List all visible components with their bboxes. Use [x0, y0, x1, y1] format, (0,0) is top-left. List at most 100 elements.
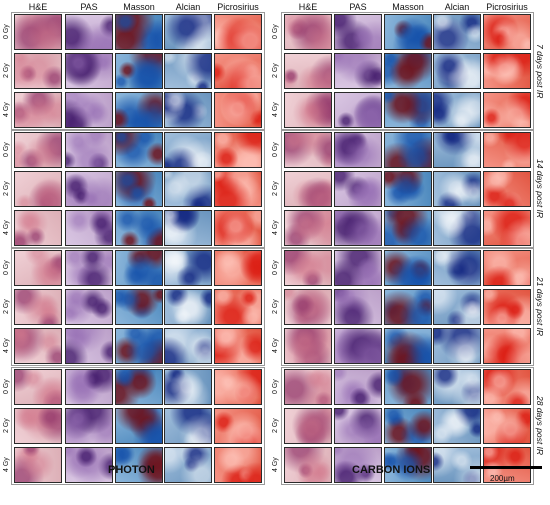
dose-label-1: 2 Gy: [3, 181, 10, 197]
dose-label-1: 2 Gy: [272, 181, 279, 197]
group-label-photon: PHOTON: [108, 464, 155, 476]
dose-label-0: 0 Gy: [3, 142, 10, 158]
dose-label-1: 2 Gy: [3, 418, 10, 434]
block-frame: [281, 12, 534, 130]
dose-label-0: 0 Gy: [3, 24, 10, 40]
micrograph-panel: [214, 171, 262, 207]
micrograph-panel: [214, 14, 262, 50]
block-frame: [281, 130, 534, 248]
micrograph-panel: [483, 14, 531, 50]
timepoint-label-0: 7 days post IR: [535, 43, 545, 99]
dose-label-0: 0 Gy: [272, 379, 279, 395]
micrograph-panel: [214, 289, 262, 325]
dose-label-0: 0 Gy: [272, 24, 279, 40]
micrograph-panel: [115, 132, 163, 168]
micrograph-panel: [384, 250, 432, 286]
group-label-carbon: CARBON IONS: [352, 464, 431, 476]
micrograph-panel: [14, 328, 62, 364]
micrograph-panel: [483, 171, 531, 207]
micrograph-panel: [284, 14, 332, 50]
micrograph-panel: [483, 250, 531, 286]
micrograph-panel: [65, 53, 113, 89]
micrograph-panel: [214, 250, 262, 286]
micrograph-panel: [483, 92, 531, 128]
micrograph-panel: [334, 369, 382, 405]
micrograph-panel: [433, 369, 481, 405]
micrograph-panel: [433, 250, 481, 286]
micrograph-panel: [284, 408, 332, 444]
block-frame: [11, 248, 265, 366]
micrograph-panel: [433, 171, 481, 207]
micrograph-panel: [65, 289, 113, 325]
timepoint-label-1: 14 days post IR: [535, 159, 545, 219]
micrograph-panel: [214, 369, 262, 405]
micrograph-panel: [334, 14, 382, 50]
micrograph-panel: [284, 210, 332, 246]
dose-label-1: 2 Gy: [272, 63, 279, 79]
micrograph-panel: [284, 328, 332, 364]
micrograph-panel: [115, 408, 163, 444]
micrograph-panel: [214, 328, 262, 364]
micrograph-panel: [14, 171, 62, 207]
micrograph-panel: [334, 447, 382, 483]
micrograph-panel: [214, 447, 262, 483]
micrograph-panel: [284, 289, 332, 325]
micrograph-panel: [164, 250, 212, 286]
micrograph-panel: [284, 92, 332, 128]
micrograph-panel: [65, 250, 113, 286]
micrograph-panel: [164, 14, 212, 50]
micrograph-panel: [214, 92, 262, 128]
micrograph-panel: [384, 210, 432, 246]
stain-header-0: H&E: [28, 2, 48, 12]
micrograph-panel: [65, 447, 113, 483]
micrograph-panel: [14, 408, 62, 444]
micrograph-panel: [483, 369, 531, 405]
micrograph-panel: [115, 447, 163, 483]
micrograph-panel: [14, 250, 62, 286]
micrograph-panel: [483, 53, 531, 89]
dose-label-2: 4 Gy: [3, 457, 10, 473]
scale-bar: [470, 466, 542, 469]
dose-label-1: 2 Gy: [272, 418, 279, 434]
micrograph-panel: [115, 14, 163, 50]
micrograph-panel: [14, 132, 62, 168]
micrograph-panel: [14, 369, 62, 405]
dose-label-2: 4 Gy: [272, 220, 279, 236]
micrograph-panel: [384, 369, 432, 405]
micrograph-panel: [384, 447, 432, 483]
dose-label-0: 0 Gy: [3, 260, 10, 276]
micrograph-panel: [115, 53, 163, 89]
micrograph-panel: [483, 408, 531, 444]
micrograph-panel: [14, 289, 62, 325]
micrograph-panel: [115, 250, 163, 286]
micrograph-panel: [115, 328, 163, 364]
micrograph-panel: [433, 14, 481, 50]
micrograph-panel: [284, 250, 332, 286]
micrograph-panel: [164, 132, 212, 168]
micrograph-panel: [483, 210, 531, 246]
micrograph-panel: [115, 289, 163, 325]
micrograph-panel: [164, 447, 212, 483]
micrograph-panel: [164, 171, 212, 207]
stain-header-1: PAS: [80, 2, 98, 12]
micrograph-panel: [14, 92, 62, 128]
micrograph-panel: [334, 53, 382, 89]
micrograph-panel: [334, 408, 382, 444]
micrograph-panel: [384, 328, 432, 364]
block-frame: [11, 367, 265, 485]
micrograph-panel: [433, 92, 481, 128]
micrograph-panel: [334, 328, 382, 364]
micrograph-panel: [334, 132, 382, 168]
dose-label-1: 2 Gy: [3, 63, 10, 79]
micrograph-panel: [65, 92, 113, 128]
micrograph-panel: [284, 369, 332, 405]
micrograph-panel: [65, 328, 113, 364]
dose-label-1: 2 Gy: [3, 299, 10, 315]
micrograph-panel: [483, 328, 531, 364]
stain-header-4: Picrosirius: [217, 2, 259, 12]
micrograph-panel: [115, 210, 163, 246]
dose-label-2: 4 Gy: [272, 338, 279, 354]
micrograph-panel: [384, 171, 432, 207]
micrograph-panel: [284, 171, 332, 207]
micrograph-panel: [14, 447, 62, 483]
